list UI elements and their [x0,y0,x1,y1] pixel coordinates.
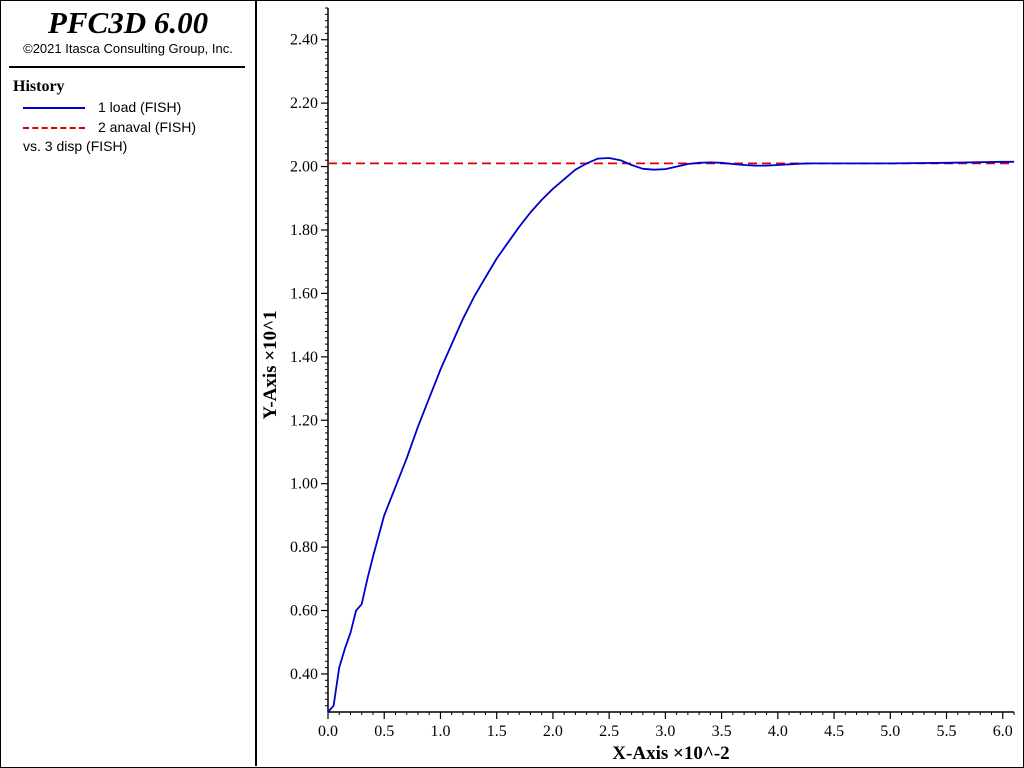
series-line-load [327,157,1014,713]
y-tick-label-4: 1.20 [290,412,318,429]
y-tick-label-10: 2.40 [290,32,318,49]
y-tick-label-0: 0.40 [290,666,318,683]
y-tick-label-8: 2.00 [290,159,318,176]
x-tick-label-12: 6.0 [993,723,1013,740]
y-axis-title: Y-Axis ×10^1 [260,310,281,419]
legend-item-load: 1 load (FISH) [23,99,253,117]
legend-swatch-anaval [23,127,85,129]
x-tick-label-11: 5.5 [937,723,957,740]
y-tick-label-3: 1.00 [290,476,318,493]
legend-versus-label: vs. 3 disp (FISH) [23,138,128,154]
x-axis-title: X-Axis ×10^-2 [612,743,729,764]
x-tick-label-2: 1.0 [430,723,450,740]
x-tick-label-5: 2.5 [599,723,619,740]
x-tick-label-6: 3.0 [655,723,675,740]
y-tick-label-9: 2.20 [290,95,318,112]
legend-swatch-load [23,107,85,109]
x-tick-label-8: 4.0 [768,723,788,740]
legend-panel: PFC3D 6.00 ©2021 Itasca Consulting Group… [1,1,257,766]
history-plot: 0.40 0.60 0.80 1.00 1.20 1.40 1.60 1.80 2.00 2.20… [260,7,1015,764]
title-divider [9,66,245,68]
y-tick-label-2: 0.80 [290,539,318,556]
x-tick-label-7: 3.5 [712,723,732,740]
legend-item-anaval: 2 anaval (FISH) [23,119,253,137]
app-title: PFC3D 6.00 [47,5,209,40]
x-tick-label-0: 0.0 [318,723,338,740]
x-tick-label-9: 4.5 [824,723,844,740]
y-tick-label-6: 1.60 [290,285,318,302]
x-tick-label-3: 1.5 [487,723,507,740]
legend-label-anaval: 2 anaval (FISH) [98,119,197,135]
x-tick-label-10: 5.0 [880,723,900,740]
y-tick-label-5: 1.40 [290,349,318,366]
legend-heading: History [13,78,65,95]
x-tick-label-1: 0.5 [374,723,394,740]
copyright-text: ©2021 Itasca Consulting Group, Inc. [23,41,233,56]
y-tick-label-7: 1.80 [290,222,318,239]
y-tick-label-1: 0.60 [290,603,318,620]
legend-label-load: 1 load (FISH) [98,99,182,115]
x-tick-label-4: 2.0 [543,723,563,740]
